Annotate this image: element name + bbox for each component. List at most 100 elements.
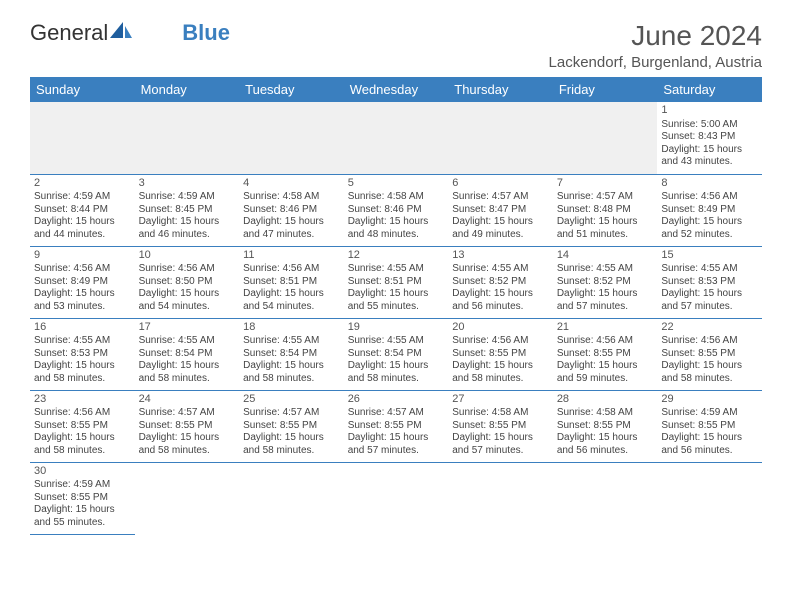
sunset-line: Sunset: 8:52 PM	[557, 276, 654, 289]
daylight-line: Daylight: 15 hours and 55 minutes.	[348, 288, 445, 313]
sunrise-line: Sunrise: 4:56 AM	[661, 335, 758, 348]
day-header: Friday	[553, 77, 658, 102]
header: General Blue June 2024 Lackendorf, Burge…	[30, 20, 762, 71]
sunset-line: Sunset: 8:55 PM	[34, 492, 131, 505]
sunrise-line: Sunrise: 4:55 AM	[243, 335, 340, 348]
calendar-day-cell: 15Sunrise: 4:55 AMSunset: 8:53 PMDayligh…	[657, 246, 762, 318]
logo-text-a: General	[30, 20, 108, 46]
day-header: Wednesday	[344, 77, 449, 102]
sunset-line: Sunset: 8:53 PM	[34, 348, 131, 361]
sunrise-line: Sunrise: 4:55 AM	[661, 263, 758, 276]
day-number: 3	[139, 177, 236, 191]
title-block: June 2024 Lackendorf, Burgenland, Austri…	[549, 20, 762, 71]
sunset-line: Sunset: 8:55 PM	[557, 420, 654, 433]
calendar-body: 1Sunrise: 5:00 AMSunset: 8:43 PMDaylight…	[30, 102, 762, 534]
daylight-line: Daylight: 15 hours and 53 minutes.	[34, 288, 131, 313]
sunrise-line: Sunrise: 4:59 AM	[34, 191, 131, 204]
calendar-day-cell	[344, 102, 449, 174]
calendar-day-cell: 7Sunrise: 4:57 AMSunset: 8:48 PMDaylight…	[553, 174, 658, 246]
daylight-line: Daylight: 15 hours and 43 minutes.	[661, 144, 758, 169]
daylight-line: Daylight: 15 hours and 54 minutes.	[243, 288, 340, 313]
calendar-day-cell: 19Sunrise: 4:55 AMSunset: 8:54 PMDayligh…	[344, 318, 449, 390]
daylight-line: Daylight: 15 hours and 56 minutes.	[557, 432, 654, 457]
sunrise-line: Sunrise: 4:56 AM	[243, 263, 340, 276]
sunset-line: Sunset: 8:52 PM	[452, 276, 549, 289]
sunset-line: Sunset: 8:55 PM	[348, 420, 445, 433]
calendar-day-cell: 5Sunrise: 4:58 AMSunset: 8:46 PMDaylight…	[344, 174, 449, 246]
calendar-week-row: 16Sunrise: 4:55 AMSunset: 8:53 PMDayligh…	[30, 318, 762, 390]
sunset-line: Sunset: 8:43 PM	[661, 131, 758, 144]
sunset-line: Sunset: 8:54 PM	[139, 348, 236, 361]
sunrise-line: Sunrise: 4:58 AM	[243, 191, 340, 204]
day-number: 29	[661, 393, 758, 407]
daylight-line: Daylight: 15 hours and 56 minutes.	[452, 288, 549, 313]
daylight-line: Daylight: 15 hours and 52 minutes.	[661, 216, 758, 241]
calendar-day-cell: 9Sunrise: 4:56 AMSunset: 8:49 PMDaylight…	[30, 246, 135, 318]
day-number: 22	[661, 321, 758, 335]
calendar-day-cell	[239, 462, 344, 534]
day-number: 19	[348, 321, 445, 335]
sunset-line: Sunset: 8:55 PM	[557, 348, 654, 361]
calendar-day-cell: 3Sunrise: 4:59 AMSunset: 8:45 PMDaylight…	[135, 174, 240, 246]
sunset-line: Sunset: 8:55 PM	[661, 420, 758, 433]
day-header: Tuesday	[239, 77, 344, 102]
day-number: 2	[34, 177, 131, 191]
calendar-day-cell: 21Sunrise: 4:56 AMSunset: 8:55 PMDayligh…	[553, 318, 658, 390]
sunset-line: Sunset: 8:51 PM	[348, 276, 445, 289]
sunrise-line: Sunrise: 4:55 AM	[34, 335, 131, 348]
sunrise-line: Sunrise: 4:57 AM	[452, 191, 549, 204]
day-number: 18	[243, 321, 340, 335]
day-number: 12	[348, 249, 445, 263]
calendar-day-cell: 18Sunrise: 4:55 AMSunset: 8:54 PMDayligh…	[239, 318, 344, 390]
calendar-day-cell	[30, 102, 135, 174]
calendar-day-cell	[657, 462, 762, 534]
sunset-line: Sunset: 8:49 PM	[661, 204, 758, 217]
sunrise-line: Sunrise: 4:55 AM	[139, 335, 236, 348]
daylight-line: Daylight: 15 hours and 58 minutes.	[139, 360, 236, 385]
calendar-day-cell	[553, 462, 658, 534]
day-number: 21	[557, 321, 654, 335]
day-header: Sunday	[30, 77, 135, 102]
day-header: Monday	[135, 77, 240, 102]
logo-sail-icon	[110, 20, 134, 46]
sunset-line: Sunset: 8:51 PM	[243, 276, 340, 289]
calendar-week-row: 23Sunrise: 4:56 AMSunset: 8:55 PMDayligh…	[30, 390, 762, 462]
daylight-line: Daylight: 15 hours and 54 minutes.	[139, 288, 236, 313]
calendar-day-cell	[135, 102, 240, 174]
calendar-week-row: 2Sunrise: 4:59 AMSunset: 8:44 PM Daylight…	[30, 174, 762, 246]
day-number: 9	[34, 249, 131, 263]
daylight-line: Daylight: 15 hours and 58 minutes.	[243, 432, 340, 457]
calendar-day-cell	[553, 102, 658, 174]
sunset-line: Sunset: 8:55 PM	[243, 420, 340, 433]
calendar-day-cell: 12Sunrise: 4:55 AMSunset: 8:51 PMDayligh…	[344, 246, 449, 318]
logo-text-b: Blue	[182, 20, 230, 46]
calendar-day-cell: 30Sunrise: 4:59 AMSunset: 8:55 PMDayligh…	[30, 462, 135, 534]
daylight-line: Daylight: 15 hours and 58 minutes.	[348, 360, 445, 385]
sunrise-line: Sunrise: 4:56 AM	[452, 335, 549, 348]
calendar-day-cell: 1Sunrise: 5:00 AMSunset: 8:43 PMDaylight…	[657, 102, 762, 174]
sunset-line: Sunset: 8:47 PM	[452, 204, 549, 217]
day-number: 16	[34, 321, 131, 335]
sunrise-line: Sunrise: 4:56 AM	[557, 335, 654, 348]
daylight-line: Daylight: 15 hours and 58 minutes.	[34, 432, 131, 457]
sunrise-line: Sunrise: 4:58 AM	[348, 191, 445, 204]
sunset-line: Sunset: 8:55 PM	[452, 348, 549, 361]
day-header: Saturday	[657, 77, 762, 102]
calendar-day-cell: 17Sunrise: 4:55 AMSunset: 8:54 PMDayligh…	[135, 318, 240, 390]
calendar-day-cell: 16Sunrise: 4:55 AMSunset: 8:53 PMDayligh…	[30, 318, 135, 390]
day-number: 14	[557, 249, 654, 263]
month-title: June 2024	[549, 20, 762, 52]
daylight-line: Daylight: 15 hours and 55 minutes.	[34, 504, 131, 529]
sunset-line: Sunset: 8:50 PM	[139, 276, 236, 289]
day-number: 13	[452, 249, 549, 263]
sunset-line: Sunset: 8:55 PM	[661, 348, 758, 361]
calendar-day-cell: 10Sunrise: 4:56 AMSunset: 8:50 PMDayligh…	[135, 246, 240, 318]
day-number: 24	[139, 393, 236, 407]
day-number: 5	[348, 177, 445, 191]
sunrise-line: Sunrise: 4:55 AM	[348, 335, 445, 348]
calendar-day-cell: 28Sunrise: 4:58 AMSunset: 8:55 PMDayligh…	[553, 390, 658, 462]
sunset-line: Sunset: 8:46 PM	[348, 204, 445, 217]
logo: General Blue	[30, 20, 230, 46]
daylight-line: Daylight: 15 hours and 58 minutes.	[34, 360, 131, 385]
sunset-line: Sunset: 8:44 PM	[34, 204, 131, 217]
